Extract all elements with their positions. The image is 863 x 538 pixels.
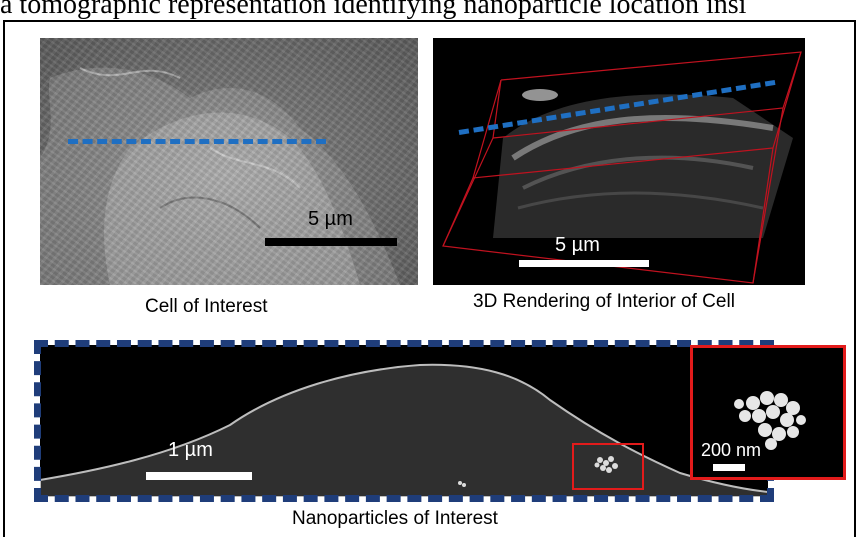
sem-caption: Cell of Interest bbox=[145, 296, 268, 317]
render-caption: 3D Rendering of Interior of Cell bbox=[473, 291, 735, 312]
sem-texture bbox=[40, 38, 418, 285]
nano-scale-bar bbox=[146, 472, 252, 480]
section-line bbox=[68, 139, 326, 144]
nano-dashed-frame bbox=[34, 340, 774, 502]
nano-image: 1 µm bbox=[40, 345, 768, 497]
render-image: 5 µm bbox=[433, 38, 805, 285]
nano-scale-label: 1 µm bbox=[168, 439, 213, 461]
nano-caption: Nanoparticles of Interest bbox=[292, 508, 498, 529]
sem-scale-label: 5 µm bbox=[308, 208, 353, 230]
zoom-inset: 200 nm bbox=[690, 345, 846, 480]
header-caption: a tomographic representation identifying… bbox=[0, 0, 747, 20]
render-scale-label: 5 µm bbox=[555, 234, 600, 256]
figure-frame bbox=[3, 20, 856, 537]
inset-scale-bar bbox=[713, 464, 745, 471]
render-scale-bar bbox=[519, 260, 649, 267]
sem-image: 5 µm bbox=[40, 38, 418, 285]
zoom-region-box bbox=[572, 443, 644, 490]
nanoparticle-cluster bbox=[734, 391, 806, 450]
sem-scale-bar bbox=[265, 238, 397, 246]
inset-scale-label: 200 nm bbox=[701, 440, 762, 460]
render-box bbox=[442, 51, 802, 284]
